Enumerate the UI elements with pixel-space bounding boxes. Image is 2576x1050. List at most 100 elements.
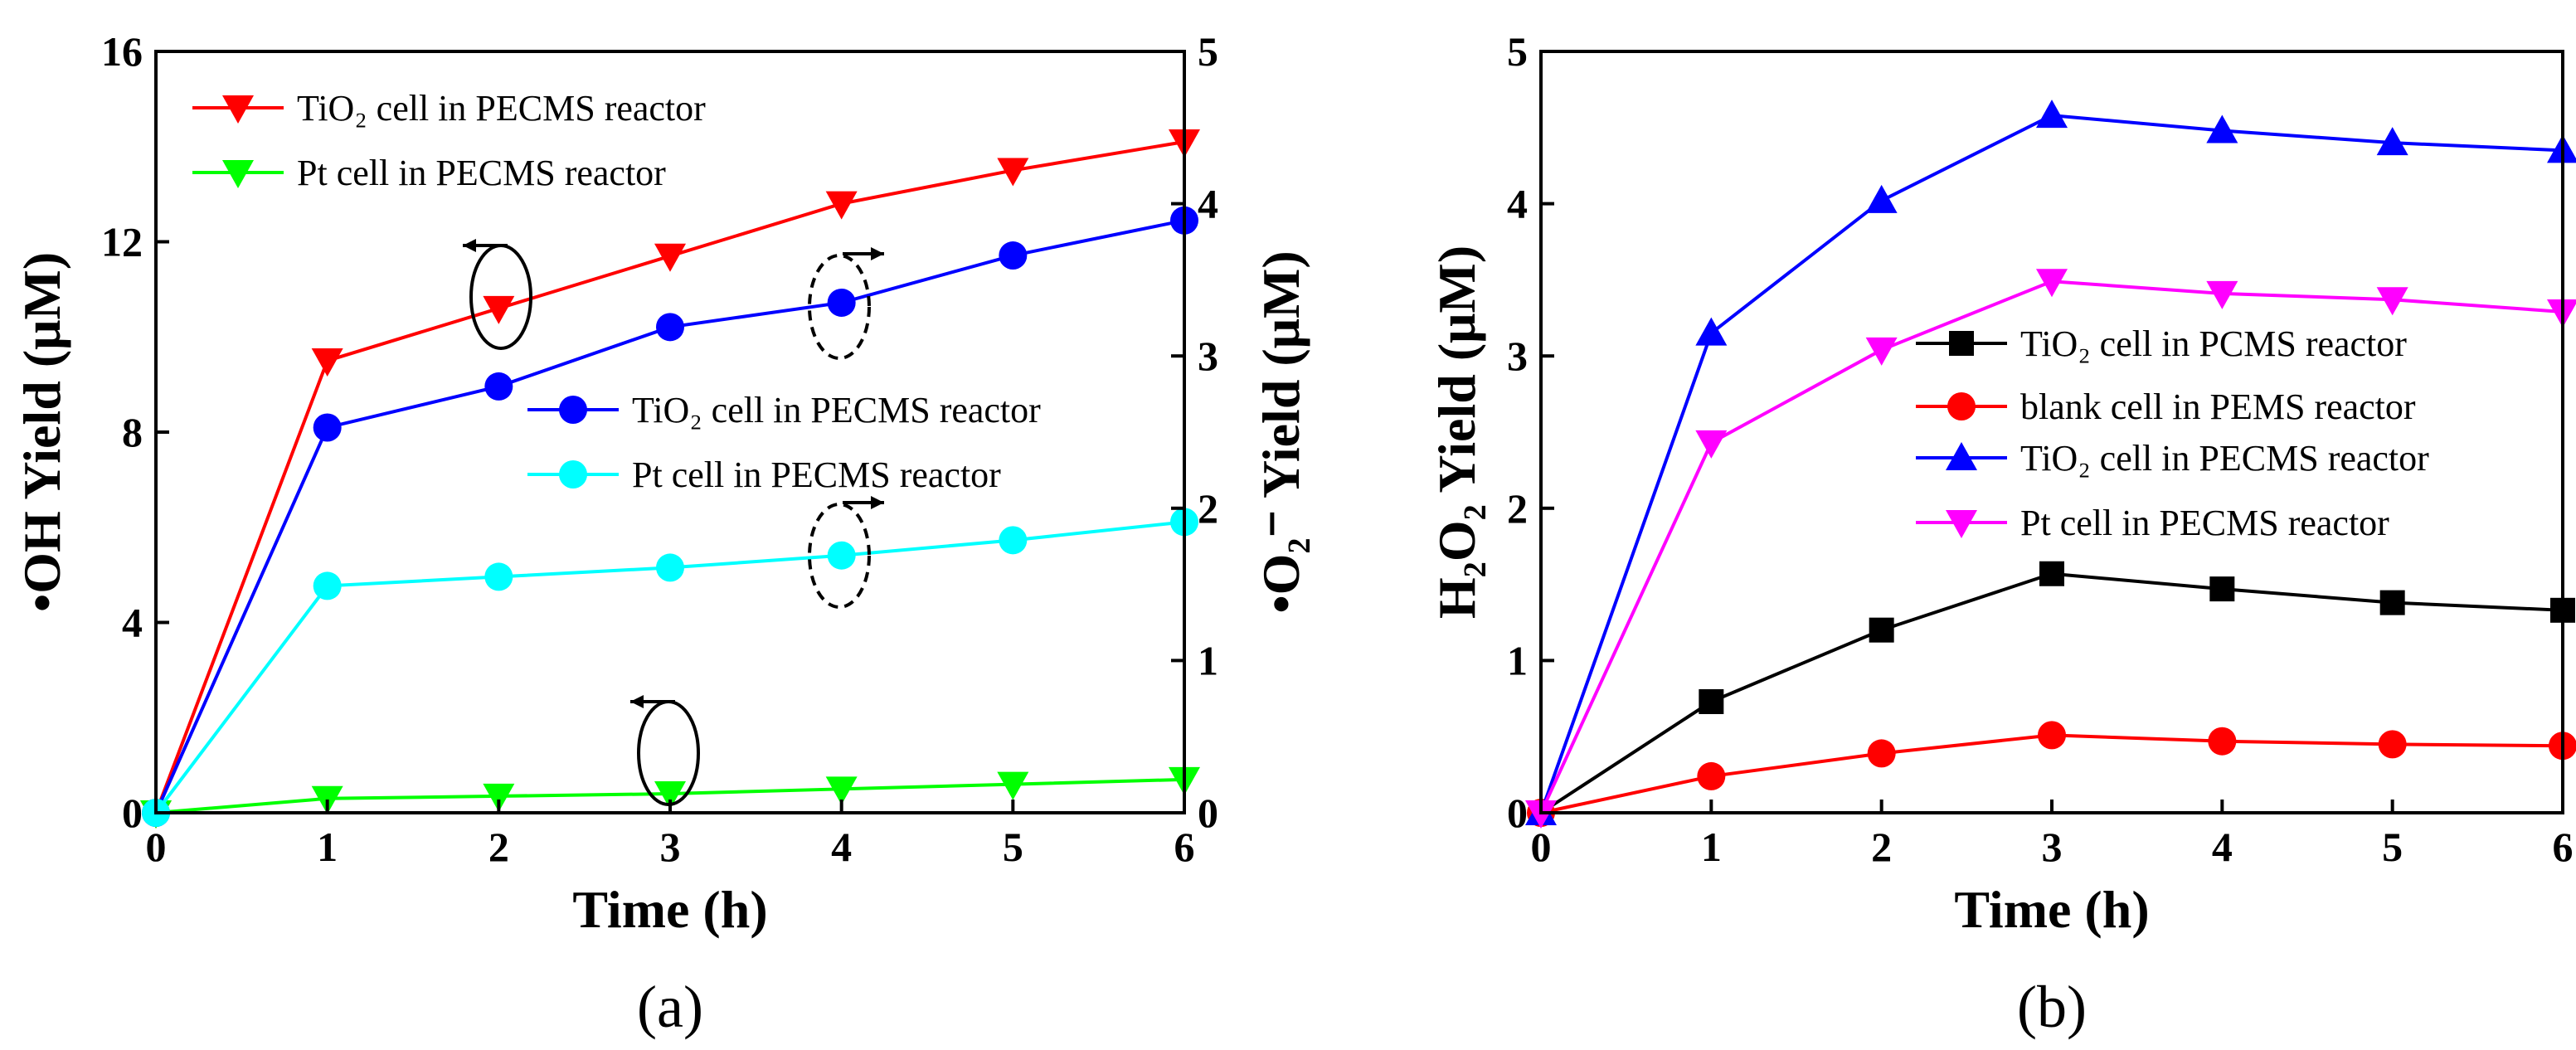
series-3 bbox=[142, 508, 1198, 827]
x-tick-label: 4 bbox=[2212, 824, 2233, 870]
y-tick-label: 16 bbox=[101, 28, 143, 75]
legend-marker bbox=[222, 95, 254, 124]
data-point bbox=[825, 191, 858, 220]
legend-label: TiO₂ cell in PECMS reactor bbox=[632, 390, 1041, 430]
data-point bbox=[483, 295, 515, 324]
data-point bbox=[654, 243, 686, 272]
legend-entry-3: Pt cell in PECMS reactor bbox=[527, 455, 1001, 495]
y-tick-label: 2 bbox=[1507, 485, 1528, 532]
data-point bbox=[827, 541, 856, 570]
y-axis-title-right: •O₂⁻ Yield (μM) bbox=[1252, 250, 1310, 614]
series-1 bbox=[140, 766, 1200, 829]
tick-layer: 0 1 2 3 4 5 6 0 1 2 3 4 5 bbox=[1507, 28, 2574, 870]
y-tick-label: 8 bbox=[122, 409, 143, 455]
y-tick-label: 4 bbox=[122, 600, 143, 646]
x-tick-label: 6 bbox=[2553, 824, 2574, 870]
data-point bbox=[2039, 561, 2064, 586]
y-tick-label-right: 3 bbox=[1198, 333, 1218, 379]
data-point bbox=[656, 313, 684, 342]
legend-entry-1: blank cell in PEMS reactor bbox=[1916, 386, 2416, 427]
data-point bbox=[2038, 721, 2066, 750]
data-point bbox=[2036, 269, 2068, 298]
y-tick-label-right: 5 bbox=[1198, 28, 1218, 75]
data-point bbox=[484, 562, 513, 591]
legend-label: blank cell in PEMS reactor bbox=[2020, 386, 2416, 427]
data-point bbox=[827, 288, 856, 317]
x-tick-label: 3 bbox=[660, 824, 681, 870]
x-tick-label: 1 bbox=[1701, 824, 1722, 870]
data-point bbox=[656, 553, 684, 582]
legend-entry-3: Pt cell in PECMS reactor bbox=[1916, 503, 2389, 543]
legend-label: TiO₂ cell in PECMS reactor bbox=[297, 88, 706, 129]
legend-entry-0: TiO₂ cell in PECMS reactor bbox=[192, 88, 706, 129]
x-tick-label: 5 bbox=[2382, 824, 2403, 870]
series-2 bbox=[142, 206, 1198, 827]
data-point bbox=[1699, 688, 1724, 714]
annotation-arrowhead bbox=[630, 695, 644, 708]
data-point bbox=[2209, 576, 2235, 602]
data-point bbox=[1865, 184, 1898, 213]
y-tick-label-right: 0 bbox=[1198, 790, 1218, 836]
y-tick-label: 0 bbox=[1507, 790, 1528, 836]
chart-panel-b: 0 1 2 3 4 5 6 0 1 2 3 4 5 TiO₂ cell in PCMS reactor b… bbox=[1427, 28, 2576, 1040]
x-tick-label: 2 bbox=[1871, 824, 1892, 870]
annotation-arrowhead bbox=[463, 239, 476, 252]
x-tick-label: 5 bbox=[1003, 824, 1023, 870]
data-point bbox=[311, 348, 343, 377]
data-point bbox=[654, 781, 686, 810]
series-line bbox=[154, 218, 1185, 814]
data-point bbox=[997, 158, 1029, 187]
y-tick-label: 0 bbox=[122, 790, 143, 836]
legend-label: Pt cell in PECMS reactor bbox=[2020, 503, 2389, 543]
series-line bbox=[1539, 571, 2564, 814]
data-point bbox=[484, 372, 513, 401]
data-point bbox=[1869, 617, 1894, 643]
data-point bbox=[313, 413, 342, 442]
y-tick-label: 12 bbox=[101, 219, 143, 265]
data-point bbox=[2036, 100, 2068, 129]
legend-marker bbox=[1949, 331, 1974, 356]
data-point bbox=[313, 571, 342, 600]
annotation-ellipse bbox=[808, 254, 871, 360]
series-0 bbox=[1529, 561, 2575, 825]
axis-direction-annotations bbox=[463, 239, 884, 806]
legend-marker bbox=[1946, 510, 1977, 538]
x-tick-label: 6 bbox=[1174, 824, 1195, 870]
series-3 bbox=[1525, 269, 2576, 829]
legend-entry-1: Pt cell in PECMS reactor bbox=[192, 153, 666, 193]
data-point bbox=[2379, 590, 2405, 615]
legend-marker bbox=[1947, 392, 1976, 420]
data-point bbox=[825, 776, 858, 805]
legend-marker bbox=[222, 160, 254, 188]
y-axis-title: H₂O₂ Yield (μM) bbox=[1427, 245, 1486, 619]
legend-entry-0: TiO₂ cell in PCMS reactor bbox=[1916, 323, 2407, 364]
x-tick-label: 3 bbox=[2042, 824, 2063, 870]
y-tick-label-right: 2 bbox=[1198, 485, 1218, 532]
y-tick-label-right: 1 bbox=[1198, 637, 1218, 683]
data-point bbox=[1695, 430, 1728, 459]
series-layer bbox=[140, 129, 1200, 829]
data-point bbox=[2208, 727, 2237, 756]
x-axis-title: Time (h) bbox=[1954, 880, 2149, 939]
y-tick-label: 1 bbox=[1507, 637, 1528, 683]
legend-entry-2: TiO₂ cell in PECMS reactor bbox=[1916, 438, 2429, 479]
plot-frame bbox=[1539, 50, 2564, 814]
data-point bbox=[1865, 337, 1898, 366]
series-layer bbox=[1525, 100, 2576, 829]
y-tick-label-right: 4 bbox=[1198, 181, 1218, 227]
data-point bbox=[2206, 280, 2238, 309]
legend-label: TiO₂ cell in PECMS reactor bbox=[2020, 438, 2429, 479]
data-point bbox=[1695, 317, 1728, 346]
series-2 bbox=[1525, 100, 2576, 825]
data-point bbox=[2376, 127, 2408, 156]
x-axis-title: Time (h) bbox=[572, 880, 767, 939]
legend-marker bbox=[559, 460, 587, 489]
legend-label: Pt cell in PECMS reactor bbox=[632, 455, 1001, 495]
y-tick-label: 3 bbox=[1507, 333, 1528, 379]
data-point bbox=[997, 771, 1029, 800]
data-point bbox=[999, 241, 1028, 270]
x-tick-label: 2 bbox=[488, 824, 509, 870]
